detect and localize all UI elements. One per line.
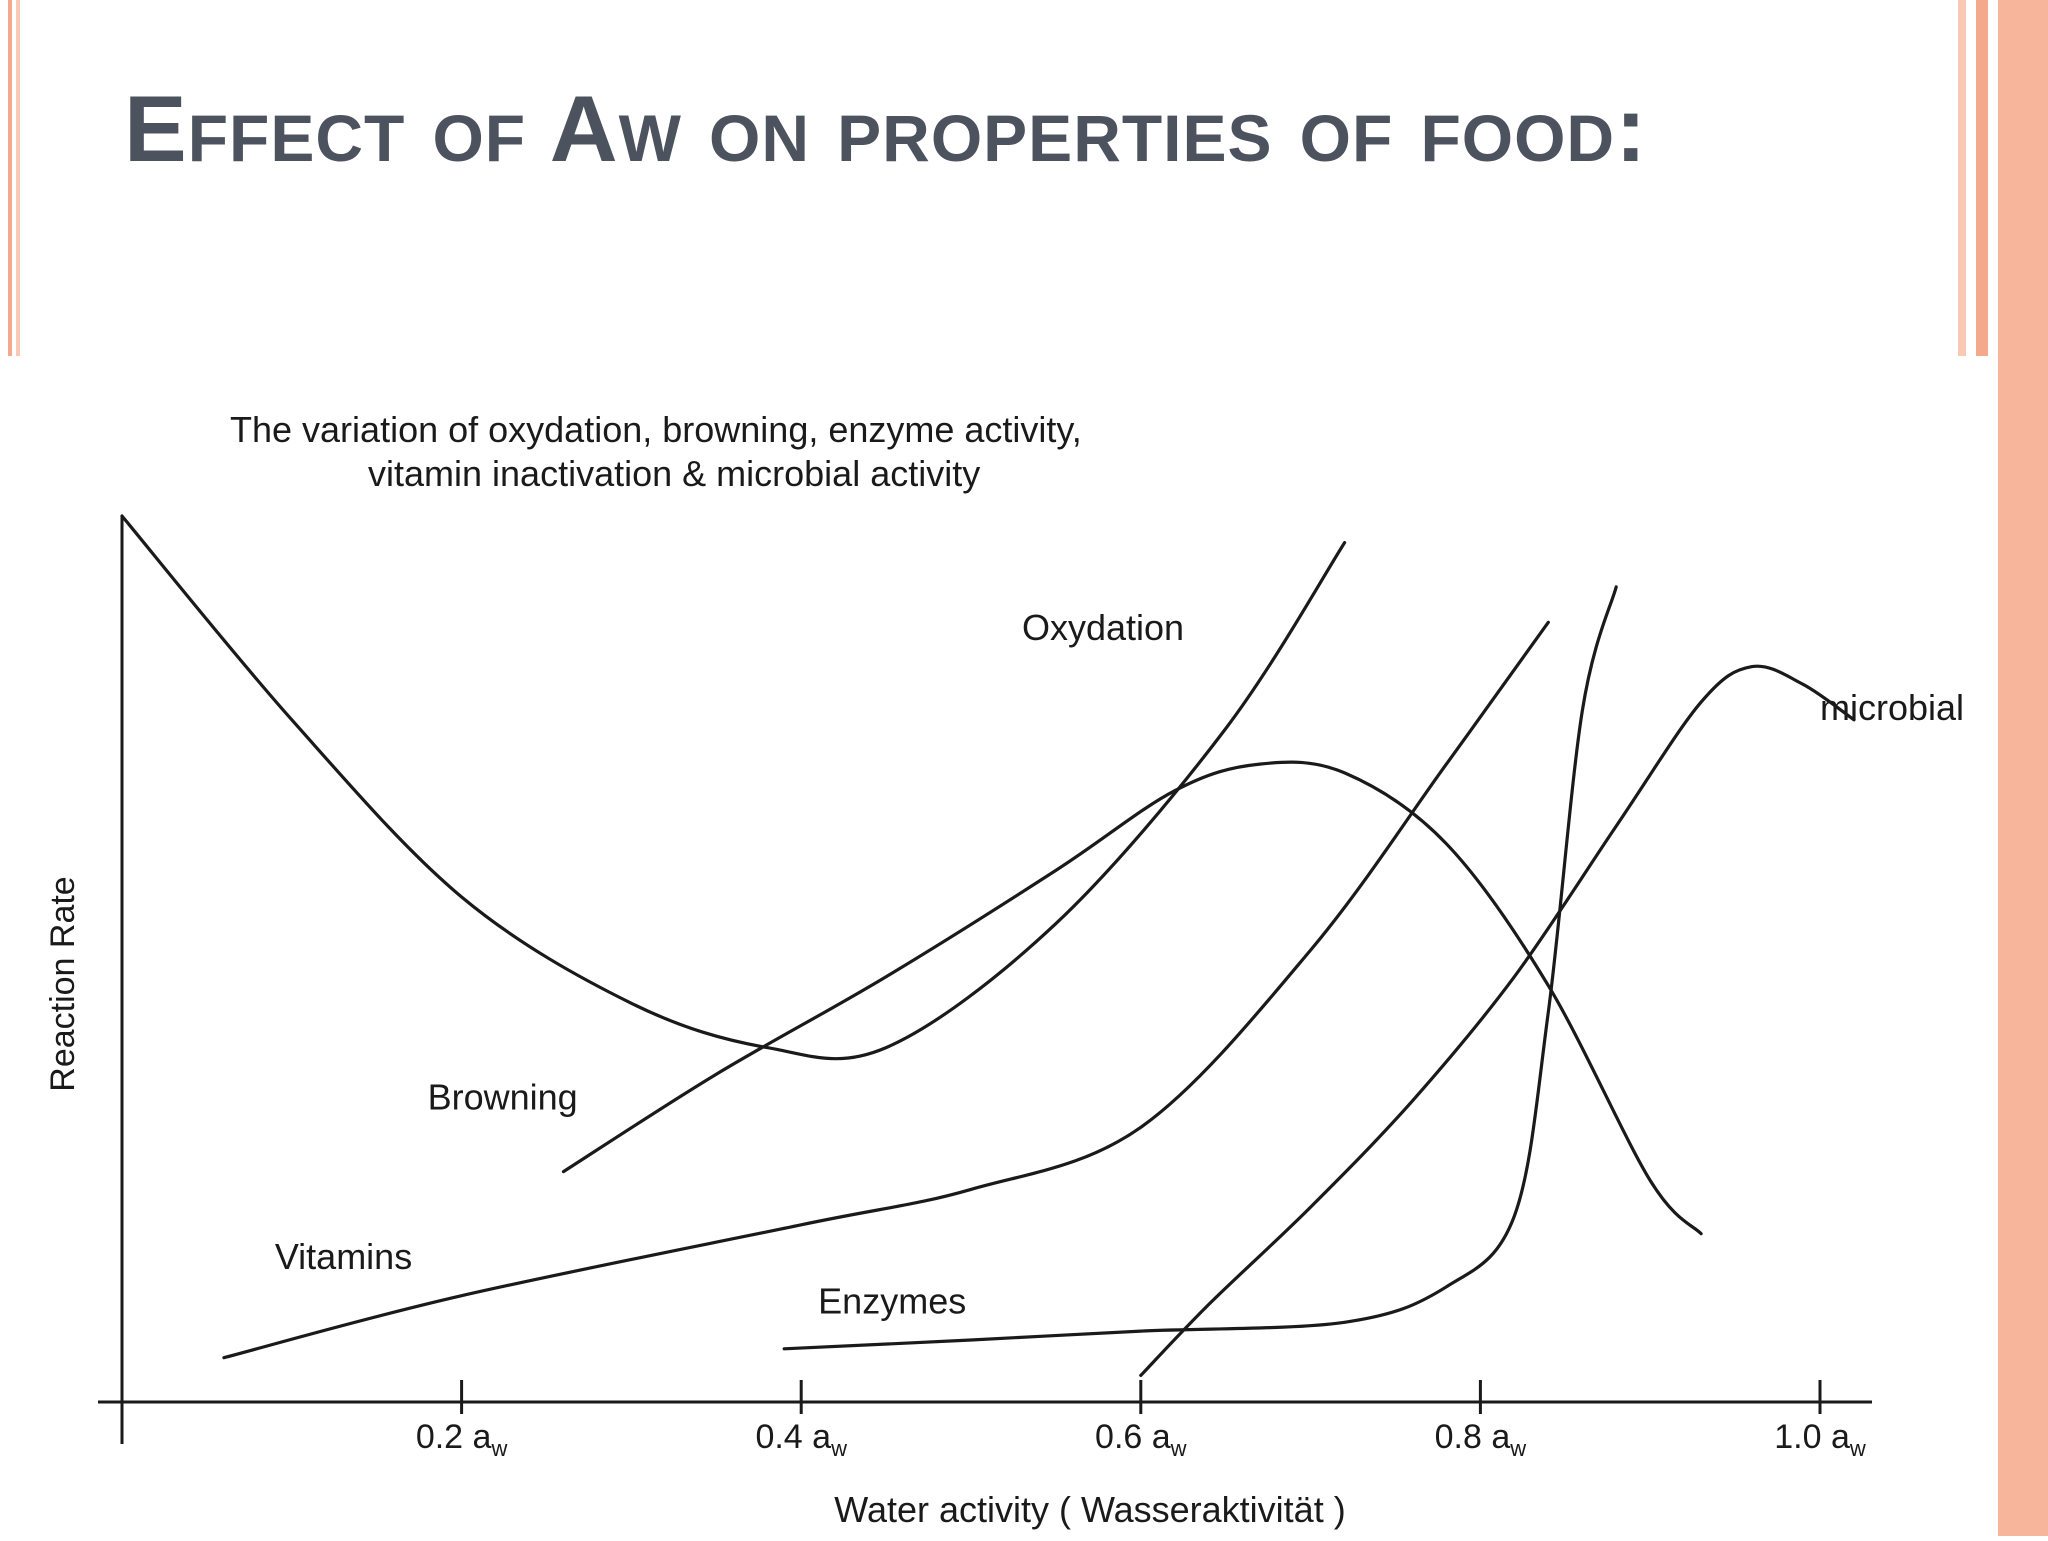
x-tick-subscript: w xyxy=(1509,1436,1526,1461)
chart-subtitle: vitamin inactivation & microbial activit… xyxy=(368,453,980,494)
right-accent-stripe-light xyxy=(1958,0,1966,356)
x-axis-label: Water activity ( Wasseraktivität ) xyxy=(834,1489,1345,1530)
x-tick-subscript: w xyxy=(490,1436,507,1461)
left-accent-stripe-light xyxy=(16,0,20,356)
x-tick-subscript: w xyxy=(830,1436,847,1461)
chart-figure: The variation of oxydation, browning, en… xyxy=(0,356,1998,1536)
series-label-microbial: microbial xyxy=(1820,687,1964,728)
series-label-vitamins: Vitamins xyxy=(275,1236,412,1277)
left-accent-stripe xyxy=(8,0,12,356)
x-tick-label: 1.0 aw xyxy=(1774,1418,1866,1461)
right-accent-stripe xyxy=(1976,0,1988,356)
series-group: Oxydation Browning Vitamins Enzymes microbia… xyxy=(120,514,1964,1377)
x-tick-label: 0.4 aw xyxy=(755,1418,847,1461)
slide-title: Effect of Aw on properties of food: xyxy=(124,76,1648,181)
x-tick-label: 0.6 aw xyxy=(1095,1418,1187,1461)
series-label-enzymes: Enzymes xyxy=(818,1280,966,1321)
series-line-vitamins xyxy=(222,620,1550,1360)
chart-title: The variation of oxydation, browning, en… xyxy=(230,409,1082,450)
x-tick-subscript: w xyxy=(1849,1436,1866,1461)
x-ticks: 0.2 aw 0.4 aw 0.6 aw 0.8 aw 1.0 aw xyxy=(416,1380,1866,1461)
series-line-microbial xyxy=(1139,664,1856,1377)
x-tick-subscript: w xyxy=(1170,1436,1187,1461)
series-line-oxydation xyxy=(120,514,1347,1061)
series-line-browning xyxy=(561,760,1703,1236)
x-tick-label: 0.2 aw xyxy=(416,1418,508,1461)
right-accent-bar xyxy=(1998,0,2048,1536)
series-label-browning: Browning xyxy=(428,1077,578,1118)
chart-svg: The variation of oxydation, browning, en… xyxy=(44,409,1964,1530)
series-line-enzymes xyxy=(782,585,1618,1351)
x-tick-label: 0.8 aw xyxy=(1435,1418,1527,1461)
y-axis-label: Reaction Rate xyxy=(44,876,82,1091)
series-label-oxydation: Oxydation xyxy=(1022,607,1184,648)
